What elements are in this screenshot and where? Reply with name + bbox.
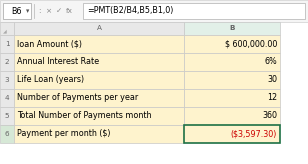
Text: ▾: ▾ [26, 8, 30, 14]
Text: fx: fx [66, 8, 72, 14]
Text: 6%: 6% [264, 58, 277, 66]
Text: :: : [38, 8, 40, 14]
Bar [0, 35, 14, 53]
Text: 1: 1 [5, 41, 9, 47]
Bar [14, 107, 184, 125]
Bar [0, 71, 14, 89]
Text: 360: 360 [262, 112, 277, 121]
Text: Annual Interest Rate: Annual Interest Rate [17, 58, 99, 66]
Text: 30: 30 [267, 75, 277, 84]
Text: loan Amount ($): loan Amount ($) [17, 40, 82, 49]
Bar [0, 22, 14, 35]
Bar [184, 22, 280, 35]
Text: ($3,597.30): ($3,597.30) [231, 130, 277, 139]
Text: ✓: ✓ [56, 8, 62, 14]
Text: Total Number of Payments month: Total Number of Payments month [17, 112, 152, 121]
Bar [184, 71, 280, 89]
Bar [184, 89, 280, 107]
Bar [14, 125, 184, 143]
Text: 6: 6 [5, 131, 9, 137]
Bar [184, 125, 280, 143]
Text: 5: 5 [5, 113, 9, 119]
Text: B: B [229, 25, 235, 31]
Bar [14, 22, 184, 35]
Bar [0, 89, 14, 107]
Text: 4: 4 [5, 95, 9, 101]
Text: B6: B6 [12, 7, 22, 16]
Text: =PMT(B2/B4,B5,B1,0): =PMT(B2/B4,B5,B1,0) [87, 7, 173, 16]
Bar [0, 0, 308, 22]
Bar [14, 53, 184, 71]
Bar [14, 35, 184, 53]
Bar [184, 35, 280, 53]
Text: Payment per month ($): Payment per month ($) [17, 130, 111, 139]
Bar [83, 3, 305, 19]
Text: 3: 3 [5, 77, 9, 83]
Text: 2: 2 [5, 59, 9, 65]
Text: Life Loan (years): Life Loan (years) [17, 75, 84, 84]
Text: ◢: ◢ [3, 28, 7, 33]
Bar [184, 53, 280, 71]
Bar [3, 3, 31, 19]
Text: A: A [96, 25, 102, 31]
Bar [14, 71, 184, 89]
Text: ×: × [46, 8, 52, 14]
Bar [14, 89, 184, 107]
Bar [0, 107, 14, 125]
Text: $ 600,000.00: $ 600,000.00 [225, 40, 277, 49]
Text: 12: 12 [267, 93, 277, 102]
Bar [184, 107, 280, 125]
Bar [0, 125, 14, 143]
Text: Number of Payments per year: Number of Payments per year [17, 93, 138, 102]
Bar [0, 53, 14, 71]
